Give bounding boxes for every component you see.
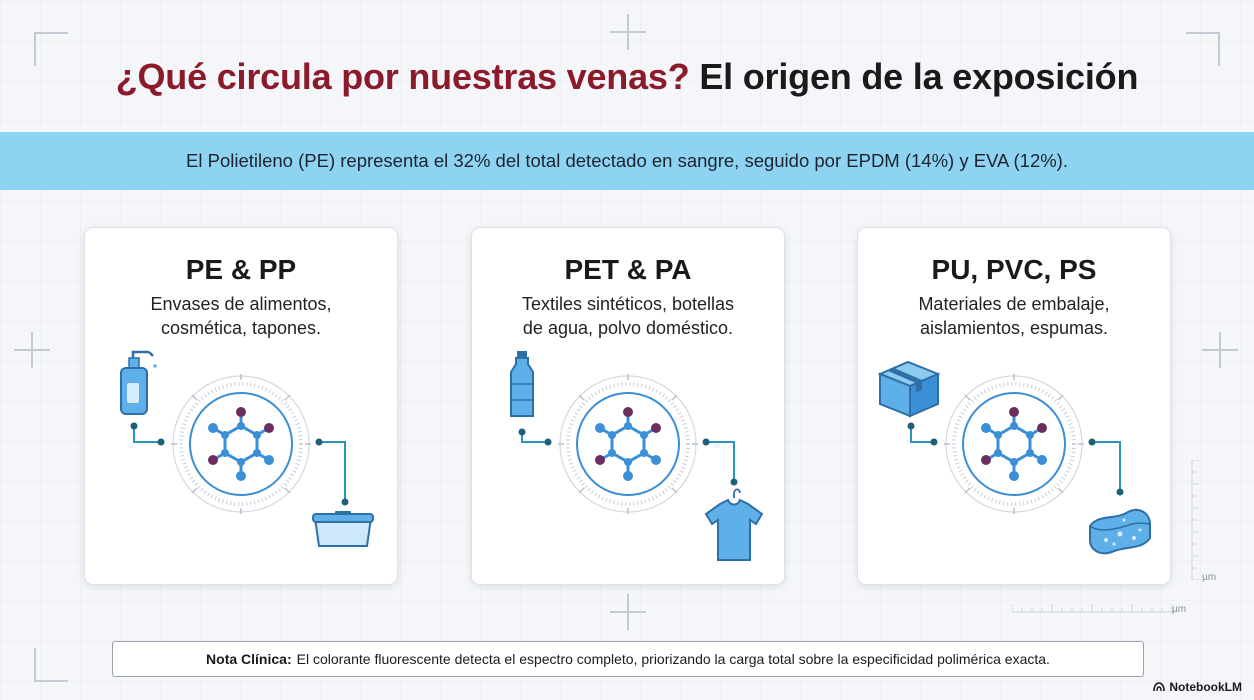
- notebooklm-logo-icon: [1153, 682, 1166, 692]
- card-pe-pp: PE & PP Envases de alimentos, cosmética,…: [84, 227, 398, 585]
- connector-lines: [907, 422, 1124, 496]
- t-shirt-icon: [704, 488, 764, 561]
- horizontal-scale-ruler: [1012, 604, 1177, 613]
- clinical-note-label: Nota Clínica:: [206, 651, 292, 667]
- card-description: Materiales de embalaje, aislamientos, es…: [868, 292, 1160, 340]
- molecule-icon: [944, 374, 1084, 514]
- card-pet-pa: PET & PA Textiles sintéticos, botellas d…: [471, 227, 785, 585]
- brand-name: NotebookLM: [1169, 680, 1242, 694]
- card-description: Envases de alimentos, cosmética, tapones…: [95, 292, 387, 340]
- card-title: PU, PVC, PS: [931, 254, 1097, 285]
- crosshair-right: [1202, 332, 1238, 368]
- title-question: ¿Qué circula por nuestras venas?: [115, 56, 690, 97]
- card-illustration: [120, 350, 374, 547]
- card-pu-pvc-ps: PU, PVC, PS Materiales de embalaje, aisl…: [857, 227, 1171, 585]
- crosshair-top: [610, 14, 646, 50]
- connector-lines: [518, 428, 738, 486]
- scale-unit-label: µm: [1202, 572, 1217, 583]
- card-illustration: [877, 360, 1151, 555]
- vertical-scale-ruler: [1191, 460, 1199, 580]
- pump-bottle-icon: [120, 350, 157, 415]
- corner-mark-bottom-left: [34, 648, 68, 682]
- card-title: PE & PP: [185, 254, 297, 285]
- molecule-icon: [558, 374, 698, 514]
- connector-lines: [130, 422, 349, 506]
- card-description-line: aislamientos, espumas.: [919, 318, 1109, 338]
- clinical-note-text: El colorante fluorescente detecta el esp…: [296, 651, 1050, 667]
- corner-mark-top-right: [1186, 32, 1220, 66]
- page-title: ¿Qué circula por nuestras venas? El orig…: [0, 56, 1254, 98]
- cardboard-box-icon: [877, 360, 941, 418]
- foam-sponge-icon: [1089, 508, 1151, 555]
- card-title: PET & PA: [564, 254, 692, 285]
- card-description-line: de agua, polvo doméstico.: [522, 318, 734, 338]
- card-description: Textiles sintéticos, botellas de agua, p…: [482, 292, 774, 340]
- molecule-icon: [171, 374, 311, 514]
- crosshair-left: [14, 332, 50, 368]
- key-fact-banner: El Polietileno (PE) representa el 32% de…: [0, 132, 1254, 190]
- brand-watermark: NotebookLM: [1153, 680, 1242, 694]
- food-container-icon: [312, 511, 374, 547]
- water-bottle-icon: [510, 351, 534, 417]
- scale-unit-label: µm: [1172, 604, 1187, 615]
- title-subject: El origen de la exposición: [699, 56, 1139, 97]
- clinical-note: Nota Clínica: El colorante fluorescente …: [112, 641, 1144, 677]
- card-description-line: Textiles sintéticos, botellas: [521, 294, 735, 314]
- card-description-line: Envases de alimentos,: [150, 294, 332, 314]
- card-description-line: cosmética, tapones.: [160, 318, 322, 338]
- crosshair-bottom: [610, 594, 646, 630]
- card-description-line: Materiales de embalaje,: [918, 294, 1110, 314]
- card-illustration: [510, 351, 764, 561]
- corner-mark-top-left: [34, 32, 68, 66]
